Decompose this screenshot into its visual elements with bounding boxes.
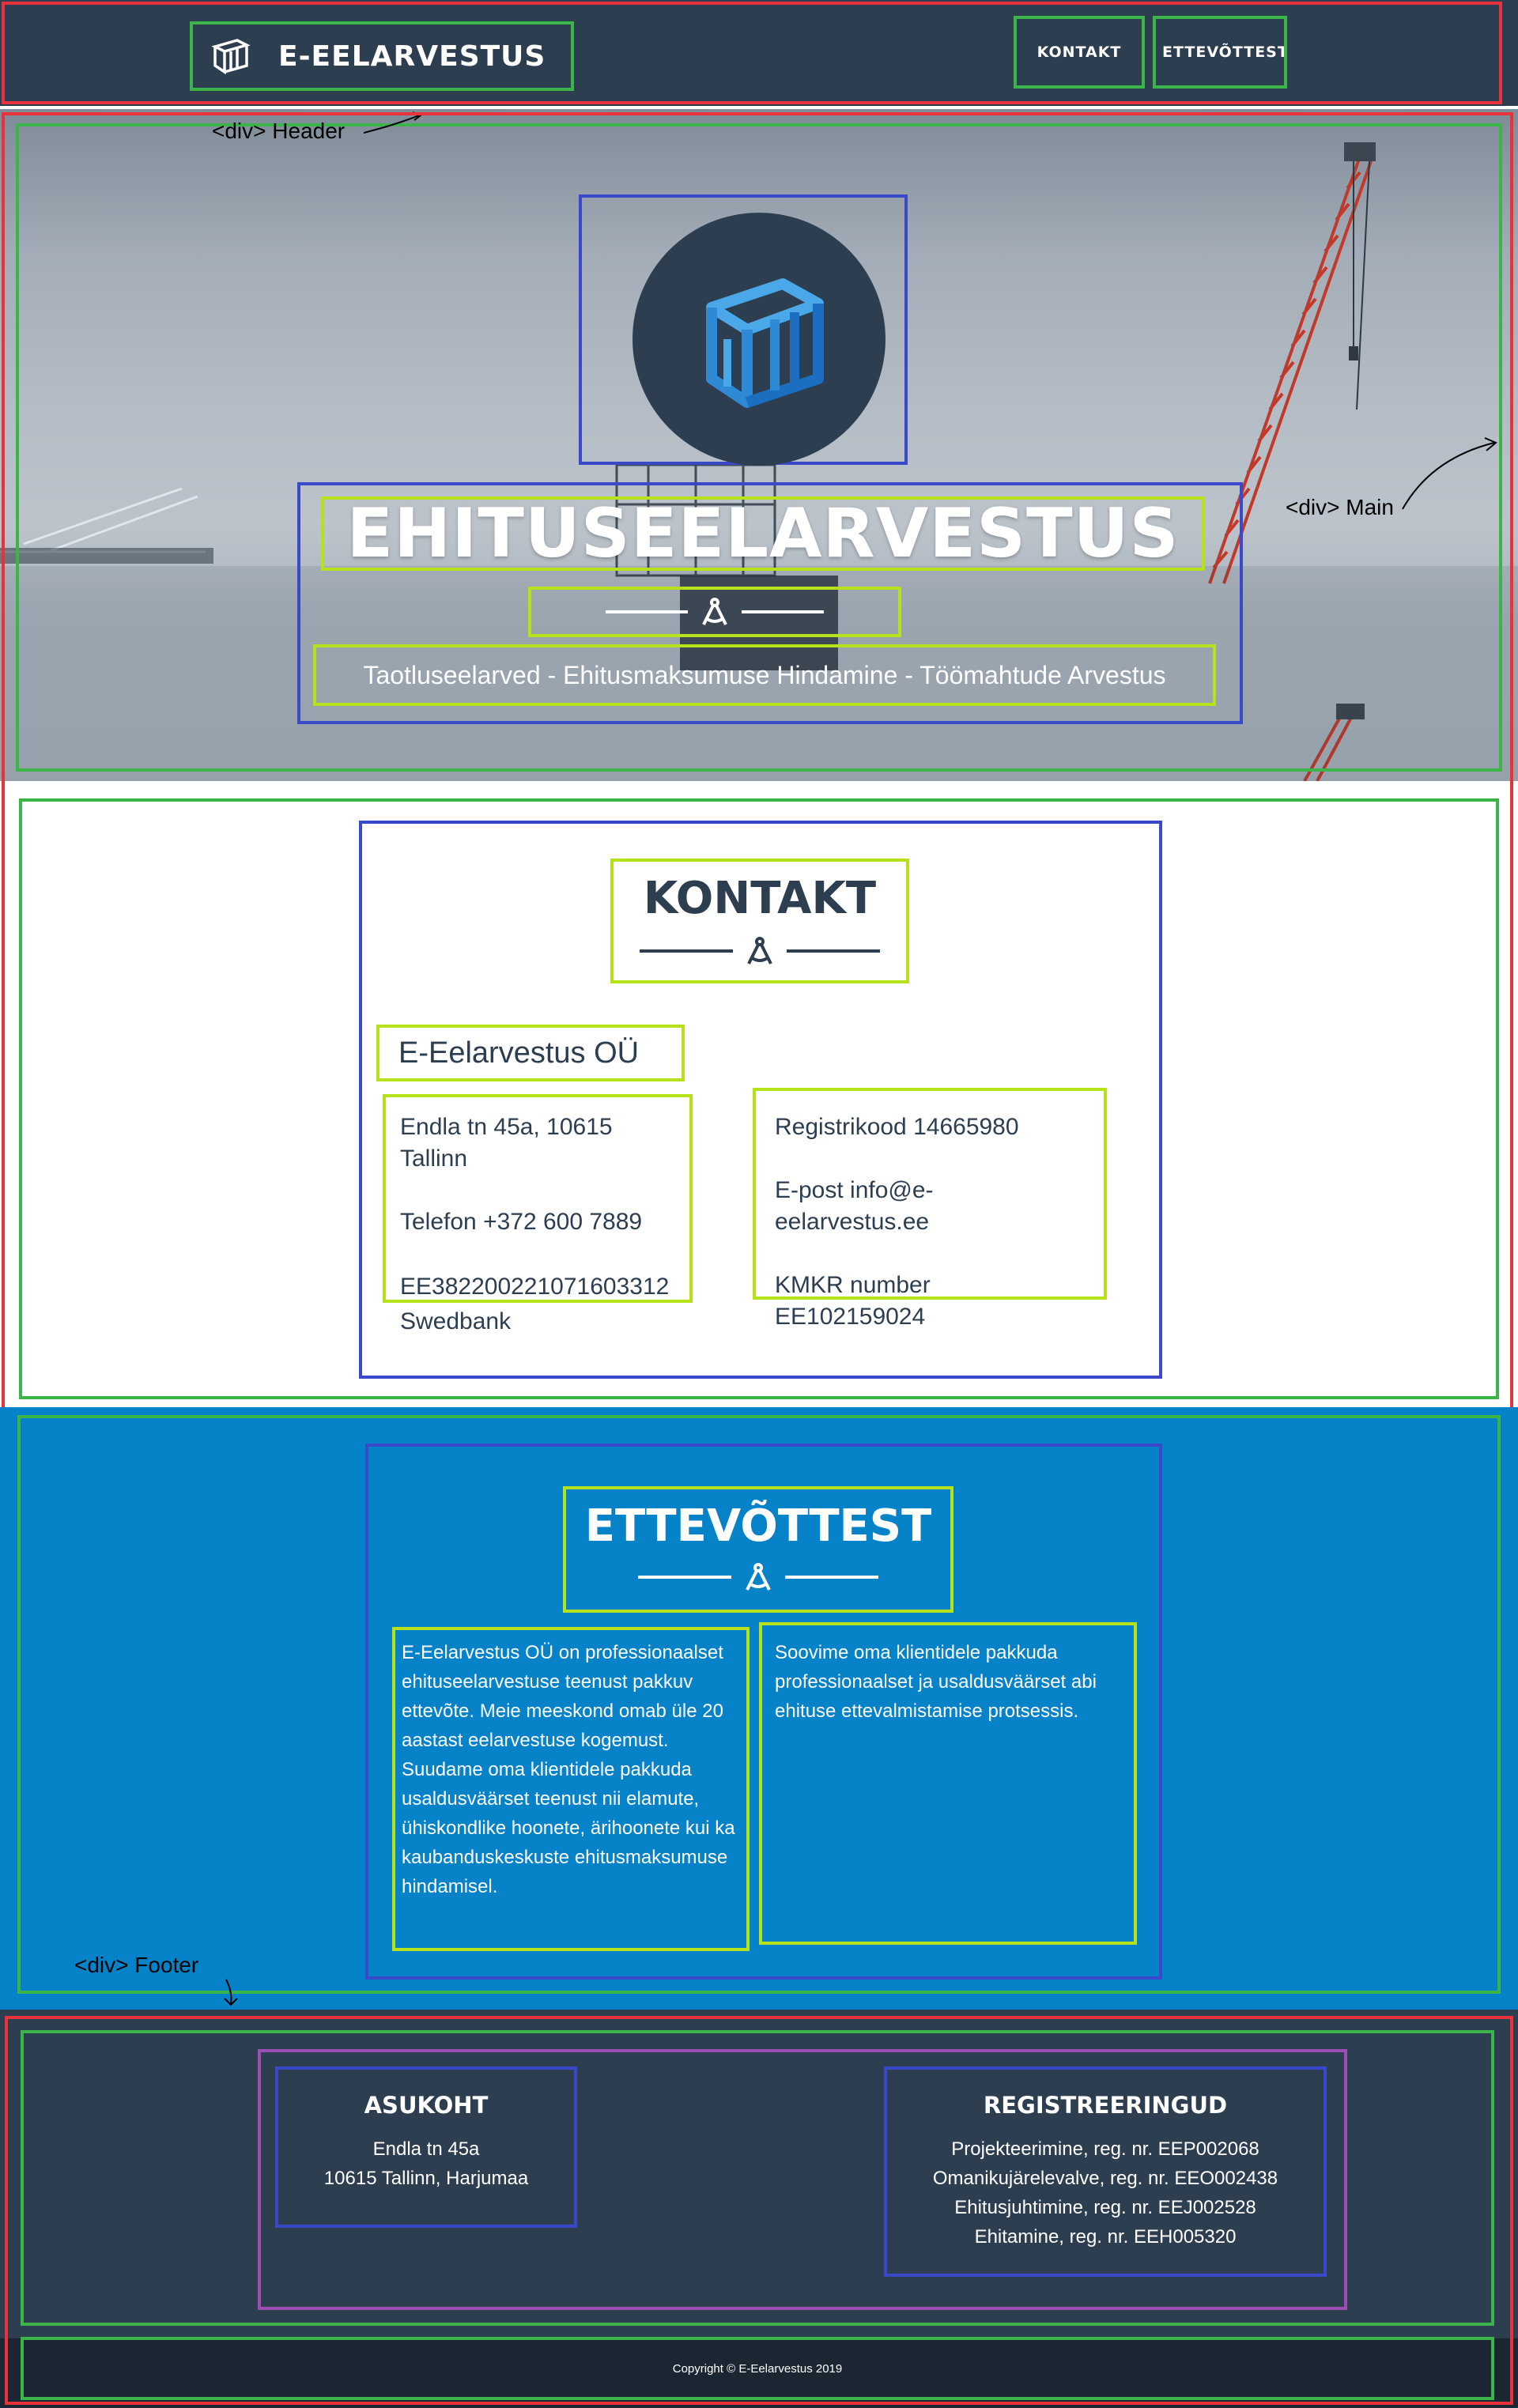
company-name-block: E-Eelarvestus OÜ <box>376 1025 685 1081</box>
divider-line-right <box>742 610 824 613</box>
overlay-footer-inner-outline <box>21 2030 1494 2326</box>
company-name: E-Eelarvestus OÜ <box>398 1036 640 1070</box>
footer-location-title: ASUKOHT <box>364 2092 489 2119</box>
footer-registrations-block: REGISTREERINGUD Projekteerimine, reg. nr… <box>884 2066 1327 2277</box>
nav-link-kontakt[interactable]: KONTAKT <box>1014 16 1145 89</box>
overlay-hero-outline <box>16 123 1502 772</box>
annotation-arrow-icon <box>224 1979 238 2006</box>
footer-registration-line: Projekteerimine, reg. nr. EEP002068 <box>951 2138 1259 2160</box>
contact-left-column: Endla tn 45a, 10615 Tallinn Telefon +372… <box>383 1094 693 1334</box>
contact-address: Endla tn 45a, 10615 Tallinn <box>400 1114 613 1172</box>
copyright-block: Copyright © E-Eelarvestus 2019 <box>21 2337 1494 2400</box>
hero-divider <box>528 587 901 637</box>
footer-registration-line: Ehitamine, reg. nr. EEH005320 <box>974 2226 1237 2248</box>
divider-line-right <box>785 1576 878 1579</box>
annotation-main: <div> Main <box>1286 495 1394 519</box>
footer-location-block: ASUKOHT Endla tn 45a 10615 Tallinn, Harj… <box>275 2066 577 2228</box>
divider-line-left <box>640 949 733 953</box>
contact-registry-code: Registrikood 14665980 <box>775 1114 1019 1140</box>
divider-line-left <box>638 1576 731 1579</box>
compass-icon <box>746 1563 771 1591</box>
annotation-header: <div> Header <box>212 119 346 143</box>
nav-link-ettevottest[interactable]: ETTEVÕTTEST <box>1153 16 1287 89</box>
hero-subtitle: Taotluseelarved - Ehitusmaksumuse Hindam… <box>313 644 1216 706</box>
about-left-text: E-Eelarvestus OÜ on professionaalset ehi… <box>392 1627 750 1951</box>
cube-logo-icon <box>706 278 824 408</box>
overlay-footer-row-outline <box>258 2049 1347 2310</box>
contact-phone: Telefon +372 600 7889 <box>400 1209 643 1235</box>
annotation-footer: <div> Footer <box>74 1953 199 1977</box>
contact-bank-account: EE382200221071603312 Swedbank <box>400 1274 670 1334</box>
footer-registration-line: Ehitusjuhtimine, reg. nr. EEJ002528 <box>954 2197 1256 2218</box>
overlay-kontakt-section-outline <box>19 798 1499 1399</box>
divider-line-left <box>606 610 688 613</box>
about-heading-block: ETTEVÕTTEST <box>563 1486 953 1613</box>
footer-location-line: 10615 Tallinn, Harjumaa <box>323 2168 529 2189</box>
hero-logo <box>632 213 886 466</box>
hero-lower-band <box>0 566 1518 781</box>
hero-title: EHITUSEELARVESTUS <box>321 494 1205 573</box>
compass-icon <box>702 598 727 625</box>
brand-link[interactable]: E-EELARVESTUS <box>190 21 574 91</box>
overlay-header-outline <box>2 2 1502 104</box>
footer-location-line: Endla tn 45a <box>372 2138 480 2160</box>
copyright-text: Copyright © E-Eelarvestus 2019 <box>672 2361 843 2376</box>
overlay-about-container-outline <box>365 1444 1162 1980</box>
construction-cranes-backdrop <box>0 142 1376 781</box>
overlay-kontakt-container-outline <box>359 821 1162 1379</box>
box-logo-icon <box>211 39 251 75</box>
top-navbar: E-EELARVESTUS KONTAKT ETTEVÕTTEST <box>0 0 1518 106</box>
contact-right-column: Registrikood 14665980 E-post info@e-eela… <box>753 1088 1107 1330</box>
kontakt-title: KONTAKT <box>643 873 877 924</box>
kontakt-heading-block: KONTAKT <box>610 859 909 983</box>
footer-registrations-title: REGISTREERINGUD <box>983 2092 1228 2119</box>
about-right-text: Soovime oma klientidele pakkuda professi… <box>759 1622 1137 1945</box>
kontakt-divider <box>614 935 906 967</box>
overlay-footer-outline <box>5 2016 1513 2405</box>
contact-vat-number: KMKR number EE102159024 <box>775 1272 931 1330</box>
brand-name: E-EELARVESTUS <box>278 40 546 73</box>
divider-line-right <box>787 949 880 953</box>
footer-copyright-bar <box>0 2338 1518 2408</box>
annotation-arrow-icon <box>1402 437 1497 510</box>
overlay-hero-text-outline <box>297 482 1243 724</box>
about-title: ETTEVÕTTEST <box>584 1500 932 1552</box>
about-divider <box>566 1561 950 1593</box>
compass-icon <box>747 937 772 964</box>
overlay-about-section-outline <box>17 1415 1501 1994</box>
contact-email: E-post info@e-eelarvestus.ee <box>775 1177 934 1235</box>
footer-registration-line: Omanikujärelevalve, reg. nr. EEO002438 <box>932 2168 1278 2189</box>
